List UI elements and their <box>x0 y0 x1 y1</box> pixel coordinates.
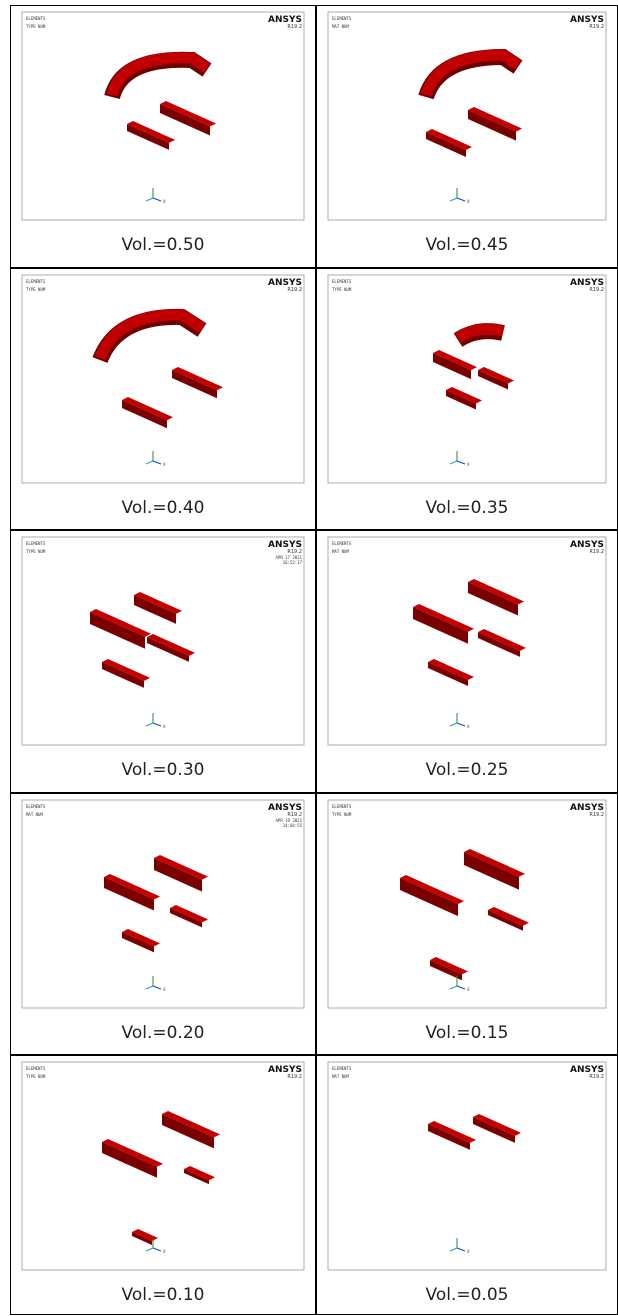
caption: Vol.=0.10 <box>122 1285 205 1305</box>
plot-frame <box>22 800 304 1008</box>
plot-label: ELEMENTS <box>26 16 46 21</box>
version: R19.2 <box>287 24 302 30</box>
caption: Vol.=0.15 <box>426 1023 509 1043</box>
caption: Vol.=0.45 <box>426 235 509 255</box>
plot-label: ELEMENTS <box>26 1066 46 1071</box>
version: R19.2 <box>589 287 604 293</box>
table-cell: ELEMENTSTYPE NUMANSYSR19.2XVol.=0.10 <box>11 1056 316 1315</box>
plot-frame <box>328 12 606 220</box>
plot-label: ELEMENTS <box>26 279 46 284</box>
ansys-plot: ELEMENTSTYPE NUMANSYSR19.2X <box>328 800 606 1008</box>
page: ELEMENTSTYPE NUMANSYSR19.2XVol.=0.50ELEM… <box>0 0 618 1316</box>
plot-label: TYPE NUM <box>26 24 46 29</box>
table-cell: ELEMENTSTYPE NUMANSYSR19.2XVol.=0.50 <box>11 6 316 268</box>
plot-label: ELEMENTS <box>332 279 352 284</box>
time: 14:04:55 <box>283 823 303 828</box>
plot-label: TYPE NUM <box>26 1074 46 1079</box>
plot-label: TYPE NUM <box>332 287 352 292</box>
plot-label: TYPE NUM <box>332 812 352 817</box>
plot-label: ELEMENTS <box>332 804 352 809</box>
table-cell: ELEMENTSMAT NUMANSYSR19.2APR 19 202114:0… <box>11 794 316 1055</box>
plot-frame <box>328 275 606 483</box>
ansys-plot: ELEMENTSTYPE NUMANSYSR19.2X <box>22 1062 304 1270</box>
version: R19.2 <box>287 1074 302 1080</box>
plot-label: MAT NUM <box>26 812 43 817</box>
plot-label: ELEMENTS <box>26 804 46 809</box>
caption: Vol.=0.40 <box>122 498 205 518</box>
plot-label: MAT NUM <box>332 549 349 554</box>
plot-label: MAT NUM <box>332 24 349 29</box>
caption: Vol.=0.30 <box>122 760 205 780</box>
plot-label: ELEMENTS <box>332 1066 352 1071</box>
ansys-plot: ELEMENTSMAT NUMANSYSR19.2X <box>328 1062 606 1270</box>
time: 16:52:17 <box>283 560 303 565</box>
table-cell: ELEMENTSMAT NUMANSYSR19.2XVol.=0.25 <box>317 531 618 793</box>
plot-label: ELEMENTS <box>332 541 352 546</box>
plot-label: TYPE NUM <box>26 549 46 554</box>
plot-frame <box>22 275 304 483</box>
plot-frame <box>328 800 606 1008</box>
plot-label: MAT NUM <box>332 1074 349 1079</box>
caption: Vol.=0.35 <box>426 498 509 518</box>
table-cell: ELEMENTSMAT NUMANSYSR19.2XVol.=0.45 <box>317 6 618 268</box>
version: R19.2 <box>589 24 604 30</box>
plot-label: ELEMENTS <box>332 16 352 21</box>
version: R19.2 <box>589 1074 604 1080</box>
plot-label: TYPE NUM <box>26 287 46 292</box>
version: R19.2 <box>589 812 604 818</box>
version: R19.2 <box>589 549 604 555</box>
version: R19.2 <box>287 287 302 293</box>
caption: Vol.=0.05 <box>426 1285 509 1305</box>
caption: Vol.=0.50 <box>122 235 205 255</box>
plot-frame <box>328 1062 606 1270</box>
plot-frame <box>22 1062 304 1270</box>
plot-label: ELEMENTS <box>26 541 46 546</box>
caption: Vol.=0.25 <box>426 760 509 780</box>
ansys-plot: ELEMENTSTYPE NUMANSYSR19.2APR 17 202116:… <box>22 537 304 745</box>
caption: Vol.=0.20 <box>122 1023 205 1043</box>
plot-frame <box>22 12 304 220</box>
